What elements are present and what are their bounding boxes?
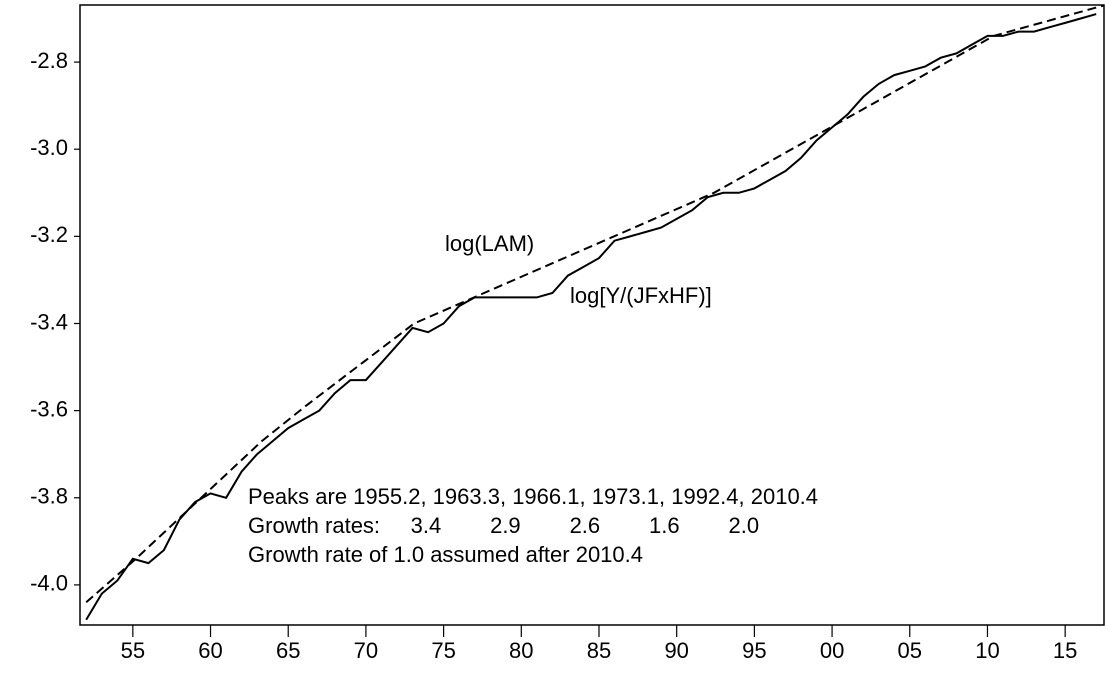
- y-tick-label: -3.2: [30, 222, 68, 247]
- x-tick-label: 70: [354, 638, 378, 663]
- x-tick-label: 90: [664, 638, 688, 663]
- plot-frame: [79, 4, 1105, 626]
- series-line: [85, 13, 1097, 621]
- x-tick-label: 85: [587, 638, 611, 663]
- x-tick-label: 80: [509, 638, 533, 663]
- y-tick-label: -3.4: [30, 309, 68, 334]
- series-label: log(LAM): [445, 231, 534, 256]
- x-tick-label: 95: [742, 638, 766, 663]
- x-tick-label: 60: [198, 638, 222, 663]
- x-tick-label: 55: [121, 638, 145, 663]
- x-tick-label: 15: [1053, 638, 1077, 663]
- annotation: Peaks are 1955.2, 1963.3, 1966.1, 1973.1…: [248, 484, 818, 509]
- series-line: [85, 4, 1105, 604]
- x-tick-label: 10: [975, 638, 999, 663]
- y-tick-label: -4.0: [30, 571, 68, 596]
- y-tick-label: -2.8: [30, 48, 68, 73]
- x-tick-label: 05: [898, 638, 922, 663]
- annotation: Growth rates: 3.4 2.9 2.6 1.6 2.0: [248, 513, 759, 538]
- annotation: Growth rate of 1.0 assumed after 2010.4: [248, 542, 643, 567]
- y-tick-label: -3.0: [30, 135, 68, 160]
- x-tick-label: 65: [276, 638, 300, 663]
- x-tick-label: 00: [820, 638, 844, 663]
- series-label: log[Y/(JFxHF)]: [570, 283, 712, 308]
- x-tick-label: 75: [431, 638, 455, 663]
- y-tick-label: -3.8: [30, 484, 68, 509]
- y-tick-label: -3.6: [30, 396, 68, 421]
